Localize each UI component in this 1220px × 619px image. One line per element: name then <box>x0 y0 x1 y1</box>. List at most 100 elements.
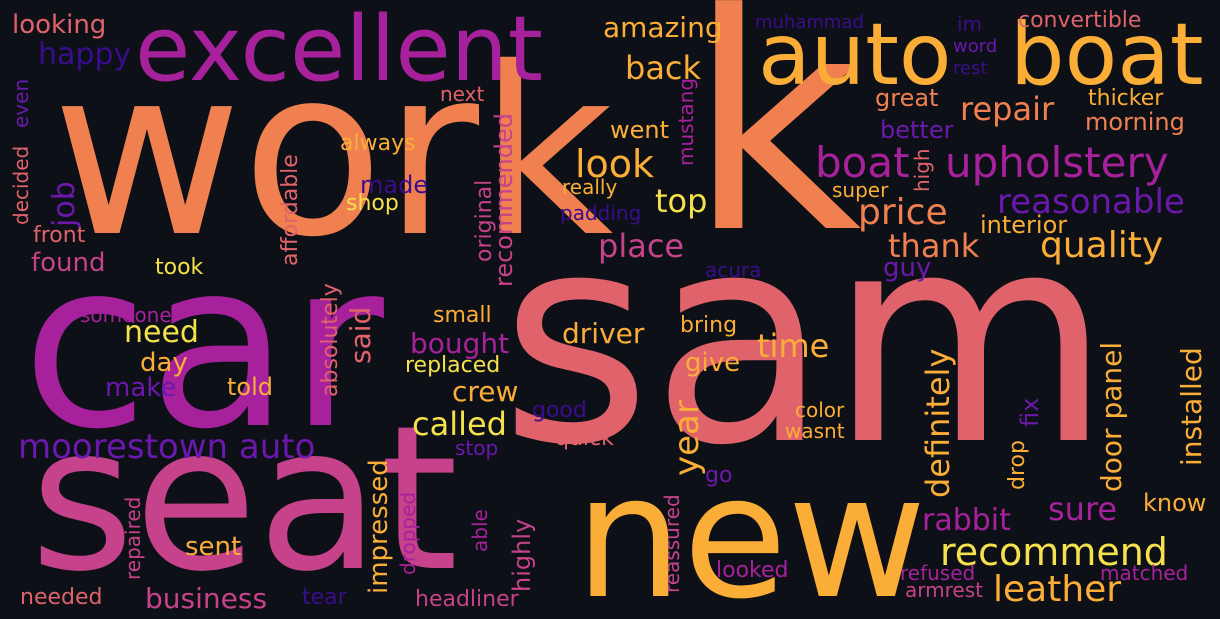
cloud-word: repaired <box>121 496 145 580</box>
cloud-word: found <box>31 248 106 278</box>
cloud-word: seat <box>30 383 459 616</box>
cloud-word: amazing <box>603 11 723 44</box>
cloud-word: great <box>875 84 939 112</box>
cloud-word: super <box>832 178 889 202</box>
cloud-word: armrest <box>905 578 983 602</box>
cloud-word: stop <box>455 436 499 460</box>
cloud-word: highly <box>508 518 536 592</box>
cloud-word: took <box>155 255 204 280</box>
cloud-word: told <box>227 373 273 401</box>
cloud-word: year <box>667 400 707 476</box>
cloud-word: sure <box>1048 490 1118 528</box>
cloud-word: quick <box>555 426 614 451</box>
cloud-word: drop <box>1005 440 1030 490</box>
cloud-word: headliner <box>415 587 519 612</box>
cloud-word: reasonable <box>997 182 1185 222</box>
cloud-word: rest <box>953 58 988 79</box>
cloud-word: leather <box>993 569 1122 610</box>
cloud-word: sam <box>500 172 1112 509</box>
cloud-word: back <box>625 49 702 87</box>
cloud-word: impressed <box>364 459 394 594</box>
cloud-word: morning <box>1085 108 1185 136</box>
cloud-word: auto <box>758 5 952 105</box>
cloud-word: next <box>440 82 485 106</box>
cloud-word: high <box>910 148 934 192</box>
cloud-word: absolutely <box>318 283 343 397</box>
cloud-word: said <box>344 306 377 364</box>
cloud-word: acura <box>705 258 762 282</box>
cloud-word: dropped <box>396 491 420 575</box>
cloud-word: better <box>880 116 954 144</box>
cloud-word: place <box>598 227 685 265</box>
cloud-word: upholstery <box>945 138 1169 187</box>
cloud-word: refused <box>900 561 976 585</box>
cloud-word: im <box>957 12 983 36</box>
cloud-word: guy <box>883 253 932 283</box>
cloud-word: know <box>1143 489 1207 517</box>
cloud-word: driver <box>562 317 645 350</box>
cloud-word: sent <box>185 532 242 562</box>
cloud-word: quality <box>1040 225 1164 266</box>
cloud-word: interior <box>980 211 1068 239</box>
cloud-word: able <box>468 509 492 552</box>
cloud-word: shop <box>346 191 399 216</box>
cloud-word: bring <box>680 313 738 338</box>
cloud-word: convertible <box>1018 8 1142 33</box>
cloud-word: muhammad <box>755 12 864 33</box>
cloud-word: someone <box>80 303 172 327</box>
cloud-word: really <box>562 175 618 199</box>
cloud-word: word <box>953 36 998 57</box>
cloud-word: thank <box>888 227 980 265</box>
cloud-word: business <box>145 582 268 615</box>
cloud-word: door panel <box>1095 341 1128 492</box>
cloud-word: reassured <box>660 494 684 593</box>
cloud-word: needed <box>20 585 103 610</box>
cloud-word: good <box>532 398 587 423</box>
cloud-word: mustang <box>674 77 698 166</box>
cloud-word: new <box>575 439 927 619</box>
cloud-word: small <box>433 303 492 328</box>
cloud-word: affordable <box>278 154 303 266</box>
cloud-word: job <box>47 181 82 227</box>
cloud-word: recommend <box>940 530 1168 574</box>
cloud-word: repair <box>960 90 1055 128</box>
cloud-word: go <box>705 463 733 488</box>
cloud-word: rabbit <box>922 503 1011 538</box>
cloud-word: replaced <box>405 353 501 378</box>
cloud-word: make <box>105 373 177 403</box>
cloud-word: need <box>124 315 199 350</box>
cloud-word: time <box>757 327 830 365</box>
cloud-word: even <box>9 78 33 128</box>
cloud-word: k <box>688 0 862 299</box>
cloud-word: moorestown auto <box>18 427 316 467</box>
cloud-word: installed <box>1175 347 1208 466</box>
cloud-word: happy <box>38 37 132 72</box>
cloud-word: top <box>655 182 708 220</box>
cloud-word: boat <box>815 138 910 187</box>
cloud-word: tear <box>302 585 347 610</box>
cloud-word: fix <box>1016 397 1044 427</box>
cloud-word: boat <box>1010 5 1204 105</box>
cloud-word: decided <box>9 145 33 225</box>
cloud-word: day <box>140 348 188 378</box>
cloud-word: color <box>795 398 845 422</box>
cloud-word: thicker <box>1088 86 1164 111</box>
cloud-word: front <box>33 223 86 248</box>
cloud-word: give <box>685 348 741 378</box>
cloud-word: bought <box>410 327 510 360</box>
cloud-word: price <box>858 192 948 233</box>
cloud-word: looked <box>716 558 789 583</box>
cloud-word: padding <box>560 201 642 225</box>
cloud-word: matched <box>1100 561 1189 585</box>
cloud-word: work <box>52 18 614 288</box>
cloud-word: excellent <box>135 0 544 102</box>
cloud-word: definitely <box>919 348 957 498</box>
cloud-word: crew <box>452 375 519 408</box>
cloud-word: looking <box>12 10 107 40</box>
cloud-word: went <box>610 116 670 144</box>
cloud-word: recommended <box>490 113 518 287</box>
cloud-word: car <box>22 213 384 480</box>
cloud-word: wasnt <box>785 419 845 443</box>
cloud-word: made <box>360 171 429 199</box>
